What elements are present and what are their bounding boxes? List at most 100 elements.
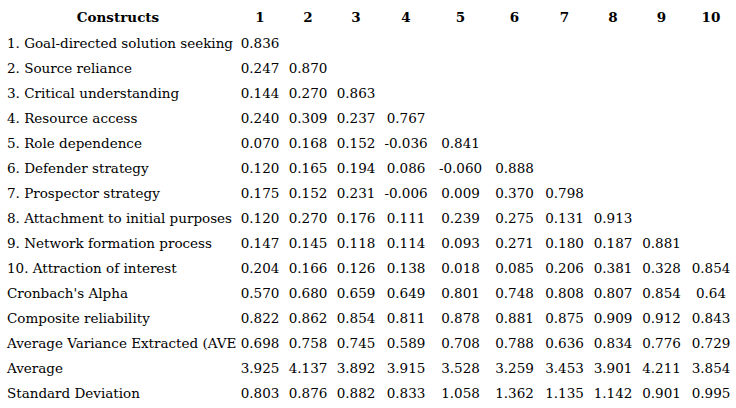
row-label: 8. Attachment to initial purposes: [0, 205, 236, 230]
table-cell: 3.901: [589, 355, 637, 380]
table-cell: 0.803: [236, 380, 284, 405]
table-row: Average Variance Extracted (AVE)0.6980.7…: [0, 330, 736, 355]
table-cell: 0.589: [380, 330, 432, 355]
table-cell: [540, 80, 589, 105]
table-row: 2. Source reliance0.2470.870: [0, 55, 736, 80]
table-cell: [589, 155, 637, 180]
table-cell: 0.309: [284, 105, 332, 130]
table-cell: 0.381: [589, 255, 637, 280]
table-cell: 0.111: [380, 205, 432, 230]
table-cell: [540, 130, 589, 155]
constructs-header: Constructs: [0, 3, 236, 30]
table-cell: [637, 55, 686, 80]
table-body: 1. Goal-directed solution seeking0.8362.…: [0, 30, 736, 405]
table-cell: -0.036: [380, 130, 432, 155]
row-label: Average: [0, 355, 236, 380]
table-cell: 0.854: [332, 305, 380, 330]
table-cell: 1.362: [489, 380, 540, 405]
table-cell: 0.708: [432, 330, 489, 355]
table-cell: [380, 55, 432, 80]
table-cell: 0.912: [637, 305, 686, 330]
table-cell: 0.176: [332, 205, 380, 230]
table-cell: [489, 80, 540, 105]
table-cell: 0.147: [236, 230, 284, 255]
table-cell: 0.152: [332, 130, 380, 155]
table-cell: 0.131: [540, 205, 589, 230]
table-cell: 0.144: [236, 80, 284, 105]
column-header: 9: [637, 3, 686, 30]
table-row: 4. Resource access0.2400.3090.2370.767: [0, 105, 736, 130]
table-cell: 4.137: [284, 355, 332, 380]
table-cell: 0.328: [637, 255, 686, 280]
table-cell: 0.863: [332, 80, 380, 105]
row-label: 10. Attraction of interest: [0, 255, 236, 280]
row-label: 2. Source reliance: [0, 55, 236, 80]
table-cell: 0.659: [332, 280, 380, 305]
table-row: 5. Role dependence0.0700.1680.152-0.0360…: [0, 130, 736, 155]
column-header: 7: [540, 3, 589, 30]
table-cell: 0.729: [686, 330, 736, 355]
table-cell: 0.240: [236, 105, 284, 130]
row-label: Average Variance Extracted (AVE): [0, 330, 236, 355]
table-cell: 0.145: [284, 230, 332, 255]
table-cell: 0.680: [284, 280, 332, 305]
table-cell: 0.175: [236, 180, 284, 205]
table-cell: 0.237: [332, 105, 380, 130]
table-cell: 0.767: [380, 105, 432, 130]
table-row: 7. Prospector strategy0.1750.1520.231-0.…: [0, 180, 736, 205]
table-cell: 0.776: [637, 330, 686, 355]
table-cell: 0.758: [284, 330, 332, 355]
table-cell: 0.854: [637, 280, 686, 305]
table-cell: 0.649: [380, 280, 432, 305]
table-cell: [380, 80, 432, 105]
table-cell: [637, 155, 686, 180]
table-cell: 0.138: [380, 255, 432, 280]
table-cell: -0.060: [432, 155, 489, 180]
column-header: 6: [489, 3, 540, 30]
table-cell: 1.142: [589, 380, 637, 405]
table-cell: 0.152: [284, 180, 332, 205]
table-cell: 1.135: [540, 380, 589, 405]
table-cell: 0.878: [432, 305, 489, 330]
table-cell: [686, 205, 736, 230]
table-cell: [686, 155, 736, 180]
table-cell: 0.070: [236, 130, 284, 155]
table-cell: [637, 205, 686, 230]
correlation-table: Constructs 12345678910 1. Goal-directed …: [0, 3, 736, 405]
table-row: 8. Attachment to initial purposes0.1200.…: [0, 205, 736, 230]
table-cell: 0.093: [432, 230, 489, 255]
table-cell: 3.915: [380, 355, 432, 380]
column-header: 8: [589, 3, 637, 30]
table-cell: [589, 55, 637, 80]
table-cell: 0.882: [332, 380, 380, 405]
table-cell: [686, 80, 736, 105]
table-cell: 0.833: [380, 380, 432, 405]
row-label: Cronbach's Alpha: [0, 280, 236, 305]
table-cell: [489, 130, 540, 155]
table-cell: [380, 30, 432, 55]
table-cell: 0.206: [540, 255, 589, 280]
column-header: 4: [380, 3, 432, 30]
table-cell: 3.854: [686, 355, 736, 380]
table-cell: [432, 80, 489, 105]
table-cell: 0.870: [284, 55, 332, 80]
column-header: 2: [284, 3, 332, 30]
table-cell: [332, 30, 380, 55]
table-cell: 0.876: [284, 380, 332, 405]
row-label: 5. Role dependence: [0, 130, 236, 155]
table-cell: 0.801: [432, 280, 489, 305]
row-label: 1. Goal-directed solution seeking: [0, 30, 236, 55]
column-header: 10: [686, 3, 736, 30]
table-cell: 1.058: [432, 380, 489, 405]
table-cell: 0.270: [284, 80, 332, 105]
table-cell: 3.259: [489, 355, 540, 380]
table-cell: 0.194: [332, 155, 380, 180]
table-cell: 0.204: [236, 255, 284, 280]
table-cell: [589, 180, 637, 205]
table-cell: 0.748: [489, 280, 540, 305]
table-cell: [432, 30, 489, 55]
table-cell: 0.168: [284, 130, 332, 155]
table-cell: 0.808: [540, 280, 589, 305]
table-cell: [589, 130, 637, 155]
table-row: 10. Attraction of interest0.2040.1660.12…: [0, 255, 736, 280]
